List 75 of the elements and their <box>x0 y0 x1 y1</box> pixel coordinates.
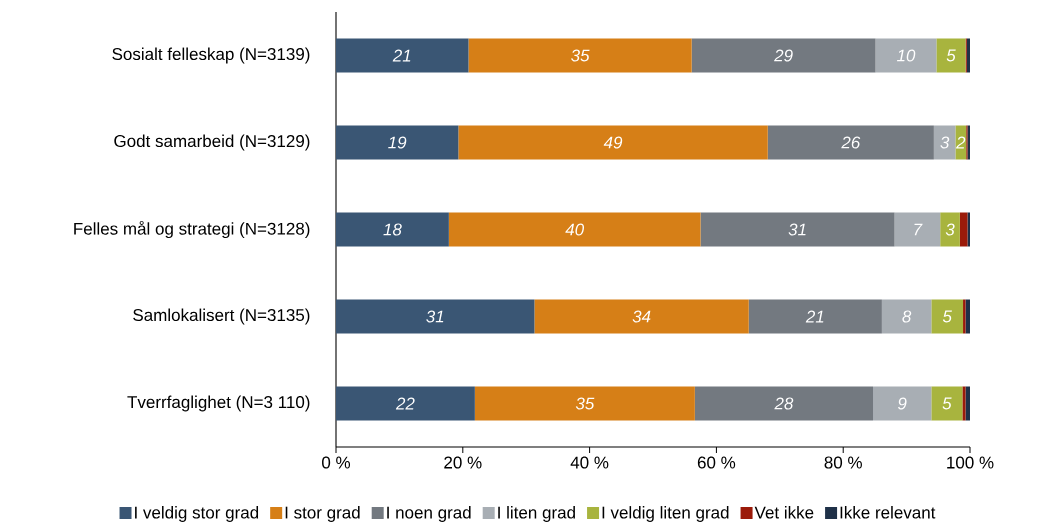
bar <box>748 299 882 334</box>
bar <box>448 212 701 247</box>
bar <box>955 125 967 160</box>
bar <box>336 299 535 334</box>
legend-label: Ikke relevant <box>840 506 936 519</box>
bar <box>873 386 932 421</box>
bar <box>962 386 966 421</box>
data-label: 3 <box>940 136 950 149</box>
legend-label: Vet ikke <box>754 506 814 519</box>
data-label: 9 <box>898 397 907 410</box>
bar <box>931 386 963 421</box>
bar <box>474 386 695 421</box>
y-tick-label: Sosialt felleskap (N=3139) <box>112 47 310 64</box>
x-tick-label: 20 % <box>444 456 482 469</box>
bar <box>468 38 692 73</box>
legend-label: I stor grad <box>285 506 360 522</box>
x-tick-label: 0 % <box>322 456 351 469</box>
x-tick-label: 100 % <box>947 456 994 469</box>
bar <box>336 125 459 160</box>
data-label: 5 <box>942 397 952 410</box>
legend-label: I liten grad <box>498 506 575 522</box>
y-tick-label: Samlokalisert (N=3135) <box>133 308 310 325</box>
data-label: 34 <box>632 310 651 323</box>
bar <box>694 386 873 421</box>
bar <box>894 212 941 247</box>
data-label: 18 <box>383 223 402 236</box>
y-tick-label: Godt samarbeid (N=3129) <box>114 134 310 151</box>
data-label: 29 <box>774 49 793 62</box>
bar <box>965 386 971 421</box>
bar <box>963 299 966 334</box>
y-tick-label: Felles mål og strategi (N=3128) <box>74 220 310 239</box>
data-label: 2 <box>956 136 966 149</box>
bar <box>336 38 469 73</box>
data-label: 49 <box>603 136 623 149</box>
bar <box>933 125 956 160</box>
bar <box>700 212 895 247</box>
data-label: 8 <box>902 310 912 323</box>
legend-label: I veldig liten grad <box>602 506 729 522</box>
data-label: 22 <box>395 397 415 410</box>
x-tick-label: 60 % <box>697 456 736 469</box>
bar <box>967 212 971 247</box>
data-label: 7 <box>914 223 923 236</box>
data-label: 21 <box>805 310 824 323</box>
legend-label: I noen grad <box>387 506 471 522</box>
bar <box>881 299 932 334</box>
data-label: 31 <box>426 310 444 323</box>
x-tick-label: 40 % <box>570 456 609 469</box>
legend-label: I veldig stor grad <box>135 506 259 522</box>
bar <box>534 299 749 334</box>
x-tick-label: 80 % <box>824 456 862 469</box>
bar <box>875 38 937 73</box>
bar <box>965 299 971 334</box>
bar <box>336 386 475 421</box>
data-label: 3 <box>945 223 955 236</box>
bar <box>336 212 449 247</box>
data-label: 19 <box>388 136 407 149</box>
data-label: 35 <box>571 49 590 62</box>
bar <box>691 38 876 73</box>
bar <box>458 125 768 160</box>
bar <box>936 38 966 73</box>
data-label: 31 <box>788 223 806 236</box>
bar <box>767 125 934 160</box>
bar <box>959 212 968 247</box>
data-label: 10 <box>896 49 916 62</box>
data-label: 5 <box>946 49 956 62</box>
data-label: 21 <box>392 49 411 62</box>
data-label: 28 <box>774 397 794 410</box>
data-label: 26 <box>841 136 861 149</box>
data-label: 40 <box>565 223 585 236</box>
bar <box>931 299 964 334</box>
bar <box>966 38 971 73</box>
bar <box>940 212 960 247</box>
data-label: 5 <box>942 310 952 323</box>
y-tick-label: Tverrfaglighet (N=3 110) <box>127 395 310 412</box>
data-label: 35 <box>575 397 595 410</box>
